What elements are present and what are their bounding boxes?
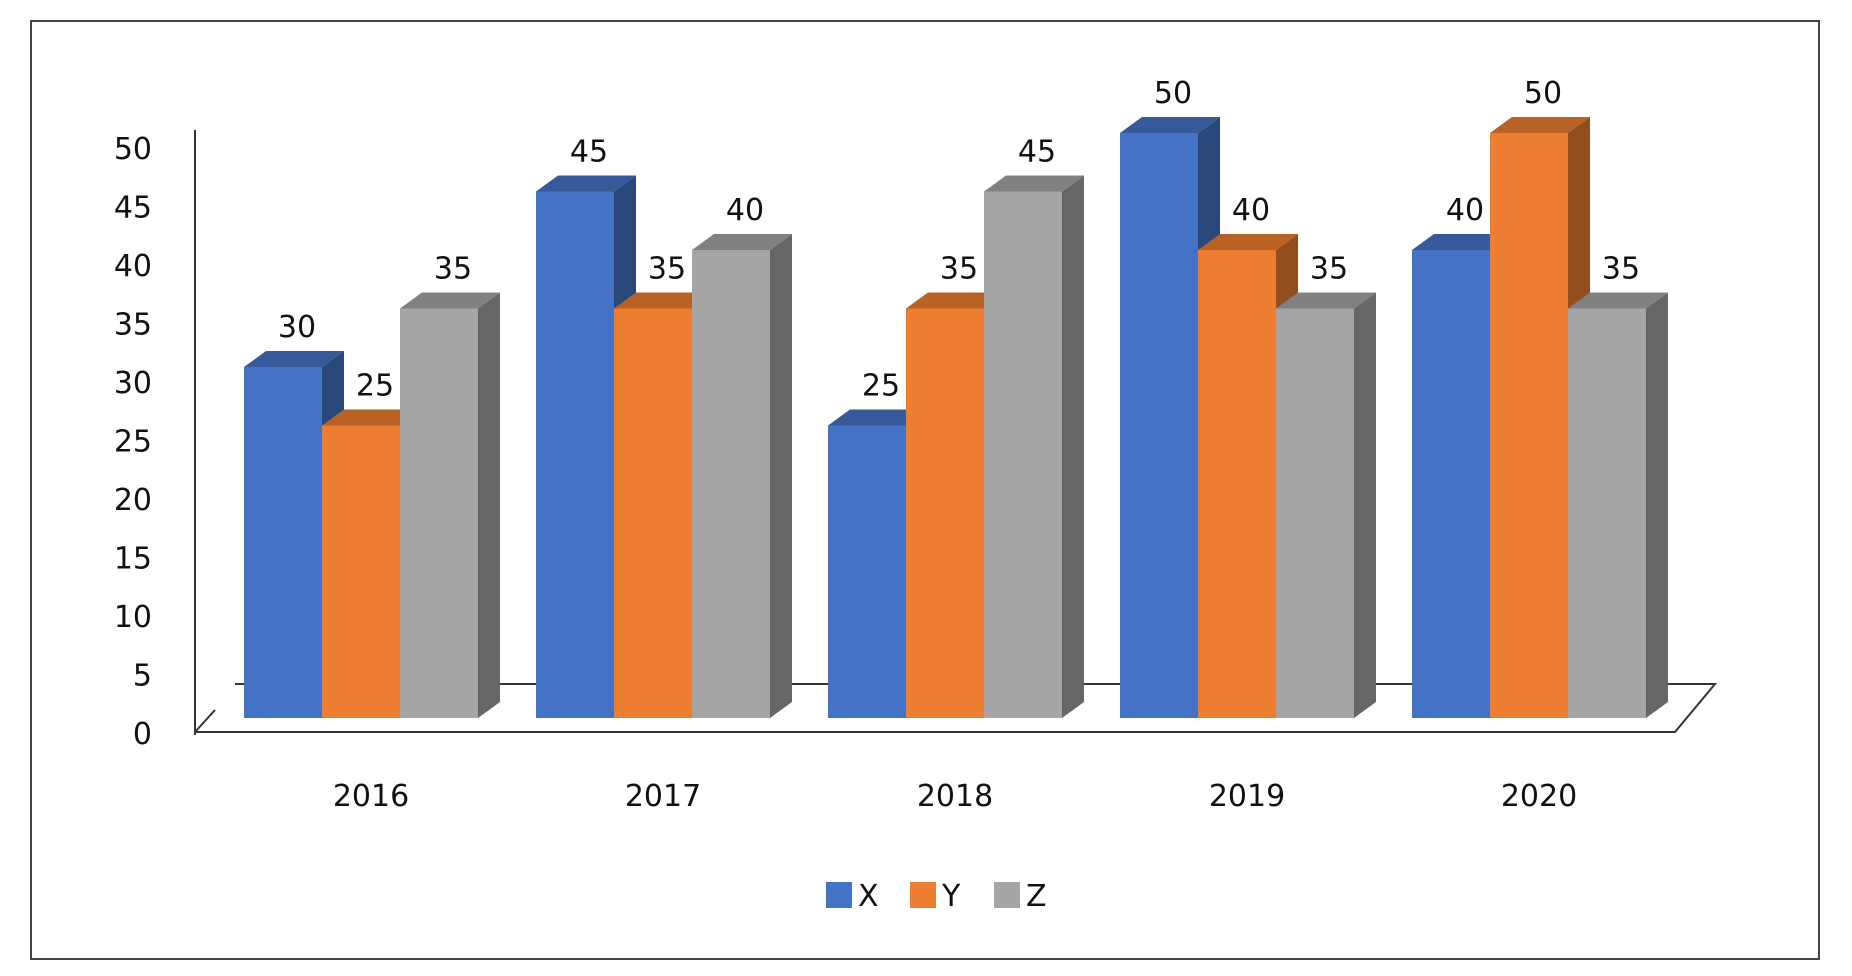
- bar-z: [1568, 308, 1646, 718]
- y-tick-label: 0: [133, 717, 152, 752]
- legend-label-x: X: [858, 879, 879, 914]
- y-tick-label: 30: [114, 366, 152, 401]
- data-label: 50: [1154, 76, 1192, 111]
- bar-top: [1490, 117, 1590, 133]
- bar-side: [478, 292, 500, 718]
- bar-y: [1198, 250, 1276, 718]
- y-tick-label: 25: [114, 425, 152, 460]
- y-tick-label: 15: [114, 542, 152, 577]
- data-label: 25: [862, 369, 900, 404]
- bar-x: [828, 425, 906, 718]
- bar-top: [400, 292, 500, 309]
- bar-top: [828, 409, 928, 426]
- bar-z: [692, 250, 770, 718]
- bar-x: [1120, 133, 1198, 718]
- data-label: 35: [1602, 252, 1640, 287]
- bar-top: [614, 292, 714, 309]
- bar-top: [322, 409, 422, 426]
- bar-top: [1568, 292, 1668, 309]
- bar-x: [536, 191, 614, 718]
- legend-label-y: Y: [941, 879, 961, 914]
- data-label: 40: [726, 193, 764, 228]
- y-tick-label: 20: [114, 483, 152, 518]
- data-label: 35: [940, 252, 978, 287]
- bar-side: [1646, 292, 1668, 718]
- y-tick-label: 40: [114, 249, 152, 284]
- legend-swatch-z: [994, 882, 1020, 908]
- bar-z: [400, 308, 478, 718]
- bar-top: [244, 351, 344, 367]
- data-label: 50: [1524, 76, 1562, 111]
- legend-swatch-y: [910, 882, 936, 908]
- bar-top: [692, 234, 792, 250]
- data-label: 35: [648, 252, 686, 287]
- x-tick-label: 2016: [333, 779, 409, 814]
- floor-edge: [194, 709, 216, 733]
- bar-y: [906, 308, 984, 718]
- bar-y: [614, 308, 692, 718]
- data-label: 45: [570, 135, 608, 170]
- data-label: 25: [356, 369, 394, 404]
- data-label: 30: [278, 310, 316, 345]
- bar-y: [322, 425, 400, 718]
- data-label: 45: [1018, 135, 1056, 170]
- bar-side: [1354, 292, 1376, 718]
- legend-label-z: Z: [1026, 879, 1047, 914]
- x-tick-label: 2017: [625, 779, 701, 814]
- bar-x: [1412, 250, 1490, 718]
- bar-top: [1276, 292, 1376, 309]
- data-label: 40: [1232, 193, 1270, 228]
- y-tick-label: 35: [114, 308, 152, 343]
- y-tick-label: 50: [114, 132, 152, 167]
- y-tick-label: 45: [114, 191, 152, 226]
- bar-top: [536, 175, 636, 192]
- data-label: 40: [1446, 193, 1484, 228]
- bar-side: [770, 234, 792, 718]
- bar-x: [244, 367, 322, 718]
- y-tick-label: 10: [114, 600, 152, 635]
- bar-top: [906, 292, 1006, 309]
- bar-top: [1198, 234, 1298, 250]
- bar-top: [984, 175, 1084, 192]
- y-tick-label: 5: [133, 659, 152, 694]
- x-tick-label: 2019: [1209, 779, 1285, 814]
- bar-top: [1412, 234, 1512, 250]
- data-label: 35: [1310, 252, 1348, 287]
- legend-swatch-x: [826, 882, 852, 908]
- data-label: 35: [434, 252, 472, 287]
- bar-side: [1062, 175, 1084, 718]
- x-tick-label: 2018: [917, 779, 993, 814]
- bar-y: [1490, 133, 1568, 718]
- bar-z: [1276, 308, 1354, 718]
- bar-z: [984, 191, 1062, 718]
- x-tick-label: 2020: [1501, 779, 1577, 814]
- bar-top: [1120, 117, 1220, 133]
